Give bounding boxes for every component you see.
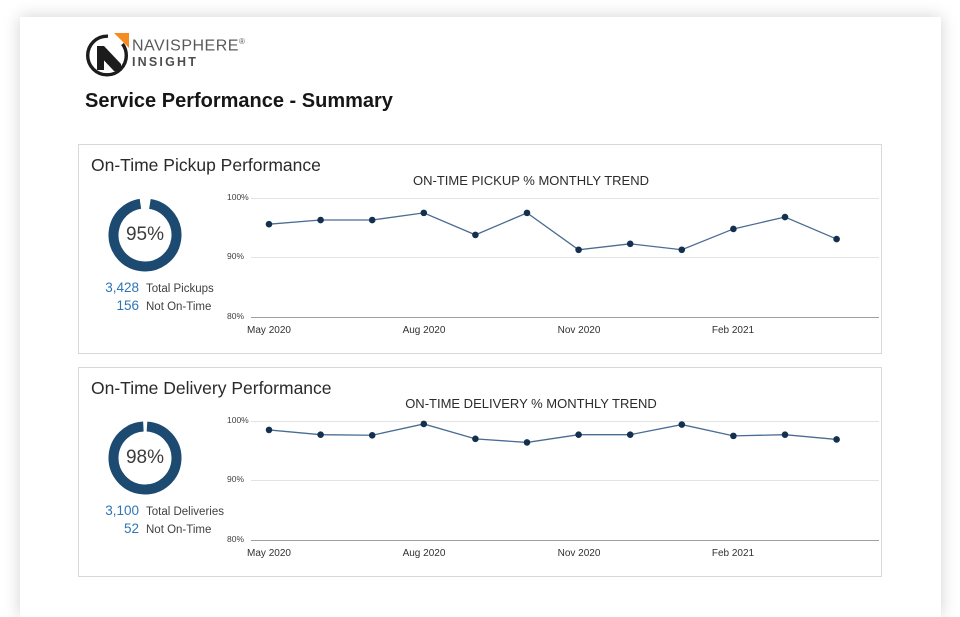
pickup-not-on-time-value: 156 xyxy=(116,298,139,313)
registered-mark: ® xyxy=(238,37,245,46)
delivery-trend-title: ON-TIME DELIVERY % MONTHLY TREND xyxy=(405,396,657,411)
delivery-trend-chart: 100% 90% 80% May 2020 Aug 2020 Nov 2020 … xyxy=(227,412,879,572)
ytick-80: 80% xyxy=(227,311,245,321)
axis-line-80 xyxy=(251,317,879,318)
xtick-feb-2021: Feb 2021 xyxy=(711,548,755,559)
xtick-may-2020: May 2020 xyxy=(247,325,291,336)
delivery-not-on-time-label: Not On-Time xyxy=(146,524,212,536)
xtick-aug-2020: Aug 2020 xyxy=(402,325,446,336)
pickup-not-on-time-label: Not On-Time xyxy=(146,301,212,313)
delivery-stats: 3,100 Total Deliveries 52 Not On-Time xyxy=(89,503,224,536)
gridline-100 xyxy=(251,198,879,199)
xtick-may-2020: May 2020 xyxy=(247,548,291,559)
pickup-performance-card: On-Time Pickup Performance 95% 3,428 Tot… xyxy=(78,144,882,354)
gridline-90 xyxy=(251,257,879,258)
xtick-nov-2020: Nov 2020 xyxy=(557,548,601,559)
pickup-donut-value: 95% xyxy=(125,224,165,245)
gridline-90 xyxy=(251,480,879,481)
pickup-trend-chart: 100% 90% 80% May 2020 Aug 2020 Nov 2020 … xyxy=(227,189,879,349)
pickup-donut-chart: 95% xyxy=(107,197,183,273)
total-pickups-value: 3,428 xyxy=(105,280,139,295)
navisphere-logo-icon[interactable] xyxy=(84,31,132,79)
delivery-performance-card: On-Time Delivery Performance 98% 3,100 T… xyxy=(78,367,882,577)
delivery-donut-chart: 98% xyxy=(107,420,183,496)
ytick-90: 90% xyxy=(227,474,245,484)
card-title: On-Time Pickup Performance xyxy=(91,155,321,175)
xtick-feb-2021: Feb 2021 xyxy=(711,325,755,336)
pickup-trend-title: ON-TIME PICKUP % MONTHLY TREND xyxy=(413,173,649,188)
brand-text: NAVISPHERE® INSIGHT xyxy=(132,38,245,69)
card-title: On-Time Delivery Performance xyxy=(91,378,332,398)
ytick-90: 90% xyxy=(227,251,245,261)
pickup-stats: 3,428 Total Pickups 156 Not On-Time xyxy=(89,280,214,313)
ytick-80: 80% xyxy=(227,534,245,544)
xtick-aug-2020: Aug 2020 xyxy=(402,548,446,559)
page-title: Service Performance - Summary xyxy=(85,90,393,112)
brand-subname: INSIGHT xyxy=(132,55,199,70)
ytick-100: 100% xyxy=(227,192,249,202)
gridline-100 xyxy=(251,421,879,422)
brand-name: NAVISPHERE xyxy=(132,37,239,55)
delivery-not-on-time-value: 52 xyxy=(123,521,139,536)
delivery-donut-value: 98% xyxy=(125,447,165,468)
xtick-nov-2020: Nov 2020 xyxy=(557,325,601,336)
ytick-100: 100% xyxy=(227,415,249,425)
total-pickups-label: Total Pickups xyxy=(146,283,214,295)
total-deliveries-label: Total Deliveries xyxy=(146,506,224,518)
total-deliveries-value: 3,100 xyxy=(105,503,139,518)
